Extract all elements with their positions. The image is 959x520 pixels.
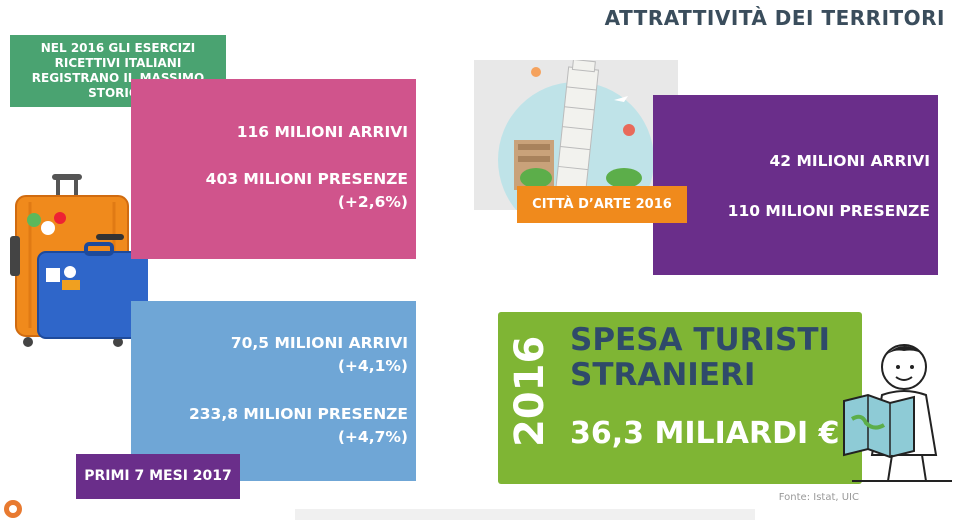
logo-icon <box>4 500 22 518</box>
stats-2016-box: 116 MILIONI ARRIVI 403 MILIONI PRESENZE … <box>131 79 416 259</box>
art-cities-label: CITTÀ D’ARTE 2016 <box>517 186 687 223</box>
first-months-label: PRIMI 7 MESI 2017 <box>76 454 240 499</box>
presenze-2016-change: (+2,6%) <box>337 193 408 211</box>
stats-2017-box: 70,5 MILIONI ARRIVI (+4,1%) 233,8 MILION… <box>131 301 416 481</box>
presenze-2017: 233,8 MILIONI PRESENZE <box>188 405 408 423</box>
art-cities-presenze: 110 MILIONI PRESENZE <box>727 202 930 220</box>
page-title: ATTRATTIVITÀ DEI TERRITORI <box>604 6 945 30</box>
spending-title-line2: STRANIERI <box>570 357 756 393</box>
source-note: Fonte: Istat, UIC <box>778 492 859 503</box>
art-cities-arrivi: 42 MILIONI ARRIVI <box>769 152 930 170</box>
bottom-bar <box>295 509 755 520</box>
leaning-tower-illustration <box>498 60 654 210</box>
tourist-with-map-illustration <box>843 344 952 482</box>
presenze-2016: 403 MILIONI PRESENZE <box>205 170 408 188</box>
arrivi-2017-change: (+4,1%) <box>337 357 408 375</box>
spending-year: 2016 <box>507 335 553 447</box>
spending-amount: 36,3 MILIARDI € <box>570 416 840 451</box>
suitcase-illustration <box>10 174 148 347</box>
presenze-2017-change: (+4,7%) <box>337 428 408 446</box>
arrivi-2017: 70,5 MILIONI ARRIVI <box>230 334 408 352</box>
spending-box: 2016 SPESA TURISTI STRANIERI 36,3 MILIAR… <box>498 312 862 484</box>
art-city-image <box>474 60 678 210</box>
art-cities-box: 42 MILIONI ARRIVI 110 MILIONI PRESENZE <box>653 95 938 275</box>
arrivi-2016: 116 MILIONI ARRIVI <box>236 123 408 141</box>
spending-title-line1: SPESA TURISTI <box>570 322 831 358</box>
